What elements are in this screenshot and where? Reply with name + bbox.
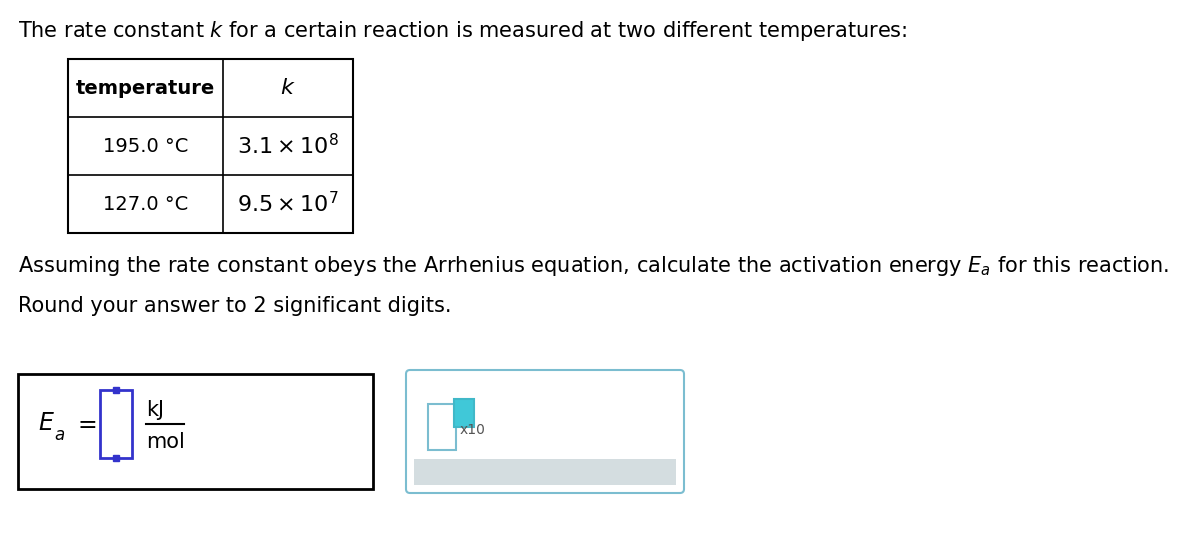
Text: $9.5 \times 10^7$: $9.5 \times 10^7$ [238,192,338,217]
Text: $k$: $k$ [280,78,296,98]
Text: The rate constant $k$ for a certain reaction is measured at two different temper: The rate constant $k$ for a certain reac… [18,19,907,43]
Bar [454,399,474,427]
Text: 195.0 °C: 195.0 °C [103,137,188,155]
Bar [100,389,132,457]
Text: $=$: $=$ [73,412,97,435]
Text: Round your answer to 2 significant digits.: Round your answer to 2 significant digit… [18,296,451,316]
FancyBboxPatch shape [406,370,684,493]
Text: $3.1 \times 10^8$: $3.1 \times 10^8$ [238,133,338,159]
Text: 127.0 °C: 127.0 °C [103,194,188,214]
Text: Assuming the rate constant obeys the Arrhenius equation, calculate the activatio: Assuming the rate constant obeys the Arr… [18,254,1169,278]
Text: $E$: $E$ [38,412,55,435]
Bar [68,59,353,233]
Bar [18,374,373,489]
Text: $a$: $a$ [54,427,65,445]
Bar [414,459,676,485]
Text: x10: x10 [460,423,486,438]
Text: temperature: temperature [76,79,215,98]
Text: mol: mol [146,432,185,451]
Bar [428,404,456,450]
Text: kJ: kJ [146,400,164,419]
